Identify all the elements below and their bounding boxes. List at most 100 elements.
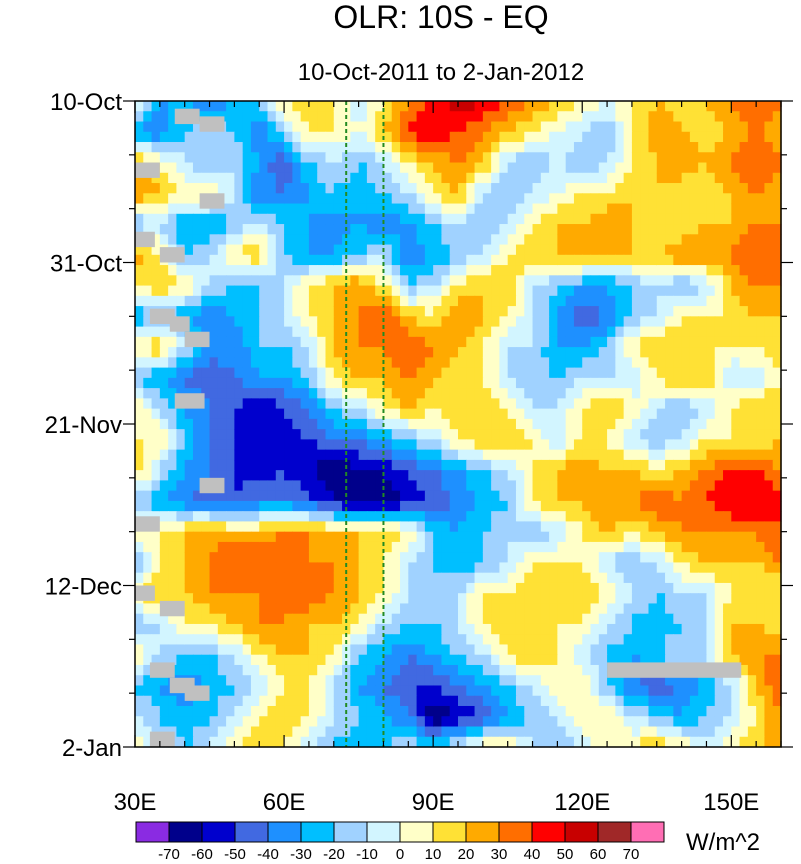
heatmap-cell [764, 654, 774, 666]
heatmap-cell [184, 152, 194, 164]
heatmap-cell [615, 275, 625, 287]
heatmap-cell [491, 634, 501, 646]
heatmap-cell [192, 244, 202, 256]
heatmap-cell [466, 306, 476, 317]
heatmap-cell [656, 203, 666, 215]
heatmap-cell [466, 336, 476, 348]
heatmap-cell [532, 224, 542, 235]
heatmap-cell [433, 675, 443, 687]
heatmap-cell [515, 213, 525, 225]
heatmap-cell [458, 265, 467, 276]
heatmap-cell [234, 500, 244, 512]
heatmap-cell [466, 429, 476, 440]
heatmap-cell [300, 224, 310, 235]
heatmap-cell [391, 101, 401, 112]
heatmap-cell [532, 131, 542, 143]
heatmap-cell [184, 480, 194, 492]
heatmap-cell [333, 398, 343, 410]
heatmap-cell [151, 203, 161, 215]
heatmap-cell [192, 613, 202, 625]
heatmap-cell [350, 377, 360, 389]
heatmap-cell [333, 111, 343, 123]
heatmap-cell [416, 675, 426, 687]
heatmap-cell [466, 449, 476, 461]
heatmap-cell [573, 500, 583, 512]
heatmap-cell [756, 459, 766, 471]
heatmap-cell [226, 265, 235, 276]
heatmap-cell [209, 213, 219, 225]
heatmap-cell [259, 685, 269, 697]
heatmap-cell [400, 213, 409, 225]
heatmap-cell [640, 254, 650, 266]
heatmap-cell [217, 357, 227, 369]
heatmap-cell [284, 582, 293, 594]
heatmap-cell [151, 357, 161, 369]
heatmap-cell [524, 500, 534, 512]
heatmap-cell [400, 664, 409, 676]
heatmap-cell [656, 541, 666, 553]
heatmap-cell [308, 654, 318, 666]
heatmap-cell [582, 224, 592, 235]
heatmap-cell [573, 326, 583, 338]
heatmap-cell [433, 664, 443, 676]
heatmap-cell [772, 582, 782, 594]
heatmap-cell [176, 552, 186, 564]
heatmap-cell [135, 388, 144, 399]
heatmap-cell [698, 162, 708, 174]
heatmap-cell [400, 398, 409, 410]
heatmap-cell [441, 316, 451, 328]
heatmap-cell [482, 439, 492, 451]
missing-data-patch [169, 316, 190, 332]
heatmap-cell [308, 459, 318, 471]
heatmap-cell [474, 336, 484, 348]
heatmap-cell [739, 398, 749, 410]
heatmap-cell [631, 203, 641, 215]
heatmap-cell [250, 685, 260, 697]
heatmap-cell [458, 367, 467, 379]
heatmap-cell [756, 716, 766, 728]
heatmap-cell [449, 306, 459, 317]
heatmap-cell [400, 603, 409, 615]
heatmap-cell [615, 111, 625, 123]
heatmap-cell [250, 480, 260, 492]
heatmap-cell [515, 490, 525, 502]
heatmap-cell [549, 654, 558, 666]
heatmap-cell [499, 306, 509, 317]
heatmap-cell [292, 398, 302, 410]
heatmap-cell [284, 203, 293, 215]
heatmap-cell [458, 152, 467, 164]
heatmap-cell [482, 234, 492, 246]
heatmap-cell [689, 142, 699, 153]
heatmap-cell [292, 183, 302, 194]
heatmap-cell [284, 142, 293, 153]
heatmap-cell [226, 254, 235, 266]
heatmap-cell [607, 695, 616, 707]
heatmap-cell [267, 716, 277, 728]
heatmap-cell [358, 121, 368, 133]
heatmap-cell [242, 121, 252, 133]
heatmap-cell [424, 213, 434, 225]
heatmap-cell [333, 664, 343, 676]
heatmap-cell [524, 664, 534, 676]
heatmap-cell [151, 408, 161, 420]
heatmap-cell [532, 490, 542, 502]
heatmap-cell [648, 572, 658, 584]
heatmap-cell [300, 121, 310, 133]
heatmap-cell [308, 695, 318, 707]
heatmap-cell [292, 152, 302, 164]
heatmap-cell [391, 726, 401, 738]
heatmap-cell [383, 490, 393, 502]
heatmap-cell [292, 265, 302, 276]
heatmap-cell [474, 234, 484, 246]
heatmap-cell [491, 695, 501, 707]
heatmap-cell [623, 398, 633, 410]
heatmap-cell [474, 418, 484, 430]
heatmap-cell [234, 121, 244, 133]
heatmap-cell [317, 193, 327, 205]
heatmap-cell [259, 705, 269, 717]
heatmap-cell [549, 275, 558, 287]
heatmap-cell [292, 582, 302, 594]
heatmap-cell [590, 172, 600, 184]
heatmap-cell [284, 295, 293, 307]
heatmap-cell [582, 511, 592, 523]
